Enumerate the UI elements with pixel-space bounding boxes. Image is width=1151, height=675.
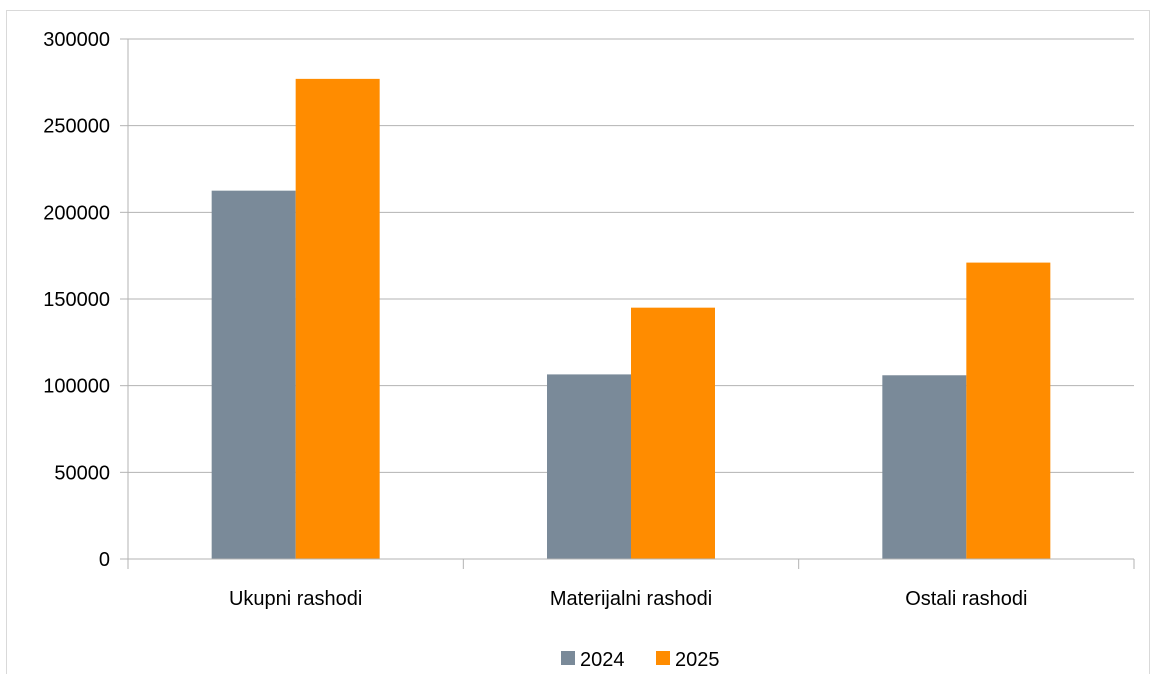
x-tick-label: Ostali rashodi: [905, 588, 1027, 610]
x-tick-label: Ukupni rashodi: [229, 588, 362, 610]
bars: [211, 78, 1051, 559]
bar-2024-0: [211, 190, 296, 559]
x-tick-labels: Ukupni rashodi Materijalni rashodi Ostali …: [229, 588, 1028, 610]
legend-swatch-2024: [561, 651, 575, 665]
x-tick-label: Materijalni rashodi: [550, 588, 712, 610]
chart-frame: [6, 10, 1150, 674]
y-tick-label: 200000: [43, 202, 110, 224]
bar-2025-1: [631, 307, 715, 559]
y-tick-label: 150000: [43, 289, 110, 311]
y-tick-label: 100000: [43, 376, 110, 398]
bar-2025-2: [966, 262, 1051, 559]
legend-swatch-2025: [656, 651, 670, 665]
y-tick-label: 0: [99, 549, 110, 571]
y-tick-labels: 0 50000 100000 150000 200000 250000 300000: [43, 29, 110, 571]
y-tick-label: 250000: [43, 116, 110, 138]
bar-2024-2: [882, 375, 967, 559]
axes: [120, 38, 1135, 569]
y-tick-label: 50000: [54, 462, 110, 484]
y-tick-label: 300000: [43, 29, 110, 51]
bar-2024-1: [547, 374, 631, 559]
legend-label-2024: 2024: [580, 649, 625, 671]
bar-2025-0: [295, 78, 380, 559]
legend-label-2025: 2025: [675, 649, 720, 671]
legend: 2024 2025: [561, 649, 720, 671]
